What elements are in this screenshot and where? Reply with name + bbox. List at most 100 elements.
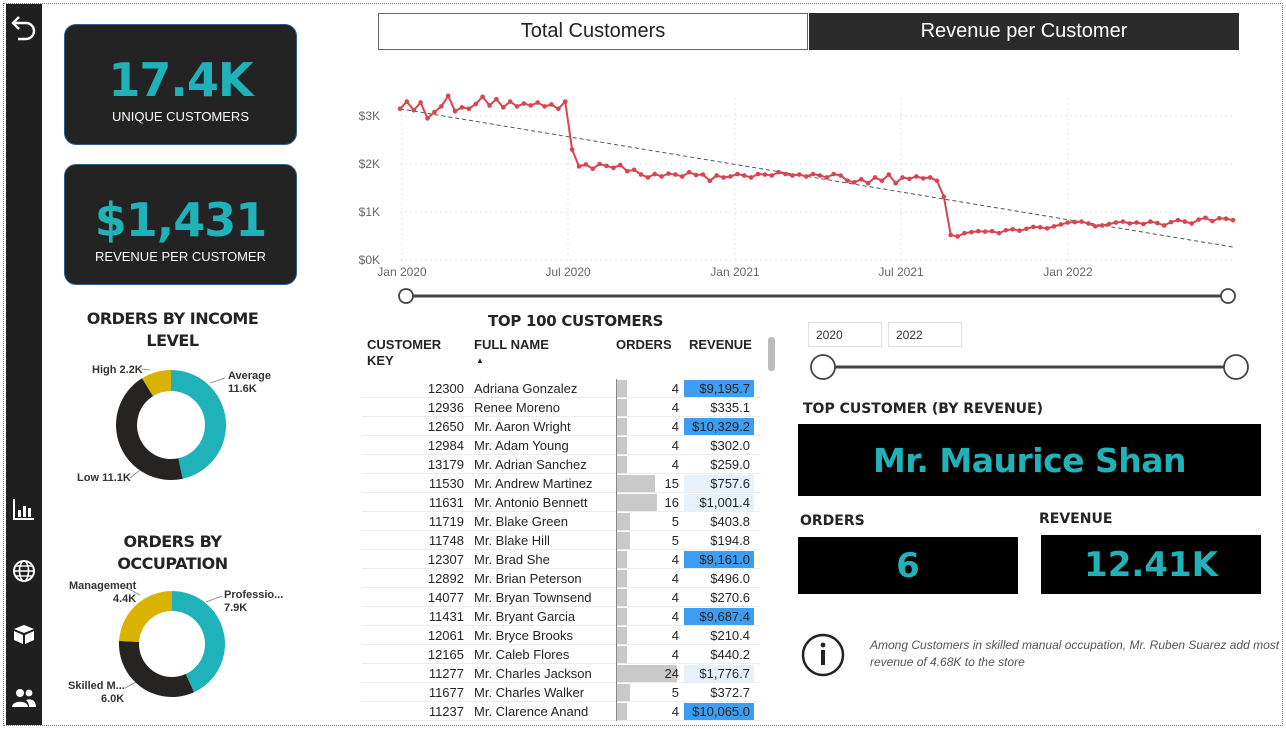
revenue-data-point[interactable] [1120,219,1126,224]
revenue-data-point[interactable] [989,228,995,234]
col-header-orders[interactable]: ORDERS [616,337,672,352]
revenue-data-point[interactable] [1099,223,1105,228]
revenue-data-point[interactable] [542,104,547,109]
date-range-start-handle[interactable] [398,288,414,304]
occupation-slice-0[interactable] [172,591,225,693]
revenue-data-point[interactable] [645,175,651,180]
revenue-data-point[interactable] [1079,219,1084,224]
revenue-data-point[interactable] [425,116,430,121]
revenue-data-point[interactable] [796,172,802,177]
table-row[interactable]: 13179 Mr. Adrian Sanchez 4 $259.0 [362,455,760,474]
revenue-data-point[interactable] [858,177,864,182]
table-row[interactable]: 11631 Mr. Antonio Bennett 16 $1,001.4 [362,493,760,512]
revenue-data-point[interactable] [611,165,616,171]
revenue-data-point[interactable] [1141,221,1146,227]
revenue-data-point[interactable] [893,180,898,186]
table-row[interactable]: 14077 Mr. Bryan Townsend 4 $270.6 [362,588,760,607]
revenue-data-point[interactable] [1127,221,1133,226]
revenue-data-point[interactable] [790,173,795,178]
revenue-data-point[interactable] [1134,220,1139,225]
revenue-data-point[interactable] [824,175,830,180]
revenue-data-point[interactable] [411,107,417,113]
year-to-input[interactable]: 2022 [888,322,962,347]
revenue-data-point[interactable] [583,162,589,167]
revenue-data-point[interactable] [838,173,843,178]
revenue-data-point[interactable] [934,178,940,184]
revenue-data-point[interactable] [700,172,706,177]
revenue-data-point[interactable] [748,175,754,180]
tab-total-customers[interactable]: Total Customers [378,13,808,50]
income-slice-2[interactable] [142,370,171,397]
revenue-data-point[interactable] [769,173,775,178]
table-row[interactable]: 12984 Mr. Adam Young 4 $302.0 [362,436,760,455]
info-icon[interactable] [800,632,846,678]
table-row[interactable]: 11277 Mr. Charles Jackson 24 $1,776.7 [362,664,760,683]
bar-chart-icon[interactable] [9,494,39,524]
revenue-data-point[interactable] [1216,215,1222,221]
revenue-data-point[interactable] [1154,220,1160,226]
revenue-data-point[interactable] [487,103,492,108]
revenue-data-point[interactable] [500,105,506,110]
revenue-data-point[interactable] [962,230,967,236]
revenue-data-point[interactable] [535,100,540,105]
revenue-data-point[interactable] [886,172,892,177]
year-range-start-handle[interactable] [810,354,836,380]
revenue-data-point[interactable] [845,178,850,184]
revenue-data-point[interactable] [1210,218,1215,224]
revenue-data-point[interactable] [1223,216,1229,222]
revenue-data-point[interactable] [459,105,465,110]
year-range-slider[interactable] [808,352,1253,382]
revenue-data-point[interactable] [1010,226,1016,232]
revenue-data-point[interactable] [1161,223,1167,228]
revenue-data-point[interactable] [721,175,726,180]
revenue-data-point[interactable] [1051,224,1057,229]
table-row[interactable]: 12165 Mr. Caleb Flores 4 $440.2 [362,645,760,664]
revenue-data-point[interactable] [955,234,960,239]
table-row[interactable]: 11748 Mr. Blake Hill 5 $194.8 [362,531,760,550]
revenue-data-point[interactable] [494,96,499,102]
table-row[interactable]: 12892 Mr. Brian Peterson 4 $496.0 [362,569,760,588]
table-row[interactable]: 11677 Mr. Charles Walker 5 $372.7 [362,683,760,702]
revenue-data-point[interactable] [1058,222,1064,227]
income-donut-chart[interactable] [115,369,231,485]
revenue-data-point[interactable] [817,173,823,178]
revenue-data-point[interactable] [735,171,740,177]
revenue-data-point[interactable] [783,171,788,177]
revenue-data-point[interactable] [597,161,602,167]
revenue-data-point[interactable] [1093,224,1098,229]
revenue-data-point[interactable] [418,100,423,105]
revenue-data-point[interactable] [1203,215,1208,221]
revenue-data-point[interactable] [1106,221,1112,227]
revenue-data-point[interactable] [445,93,451,99]
revenue-data-point[interactable] [1044,226,1050,231]
revenue-data-point[interactable] [927,175,933,180]
table-row[interactable]: 11530 Mr. Andrew Martinez 15 $757.6 [362,474,760,493]
col-header-full-name[interactable]: FULL NAME ▲ [474,337,549,369]
revenue-data-point[interactable] [920,176,926,181]
col-header-customer-key[interactable]: CUSTOMER KEY [367,337,442,368]
occupation-slice-1[interactable] [119,640,195,697]
revenue-data-point[interactable] [948,232,954,238]
revenue-data-point[interactable] [1037,225,1043,230]
table-row[interactable]: 12300 Adriana Gonzalez 4 $9,195.7 [362,379,760,398]
revenue-data-point[interactable] [982,229,988,234]
revenue-data-point[interactable] [1182,219,1188,224]
revenue-data-point[interactable] [1065,220,1071,225]
revenue-data-point[interactable] [624,168,630,174]
users-icon[interactable] [9,683,39,713]
revenue-data-point[interactable] [707,178,713,184]
revenue-data-point[interactable] [666,171,671,176]
revenue-data-point[interactable] [521,101,527,106]
revenue-data-point[interactable] [466,106,472,112]
revenue-data-point[interactable] [803,174,809,179]
back-arrow-icon[interactable] [9,12,39,42]
revenue-data-point[interactable] [879,178,885,184]
revenue-data-point[interactable] [404,99,410,104]
revenue-data-point[interactable] [776,169,781,175]
date-range-slider[interactable] [398,287,1236,305]
table-row[interactable]: 12936 Renee Moreno 4 $335.1 [362,398,760,417]
revenue-data-point[interactable] [556,106,561,112]
income-slice-1[interactable] [116,378,183,480]
revenue-data-point[interactable] [755,171,761,177]
revenue-data-point[interactable] [914,174,919,179]
